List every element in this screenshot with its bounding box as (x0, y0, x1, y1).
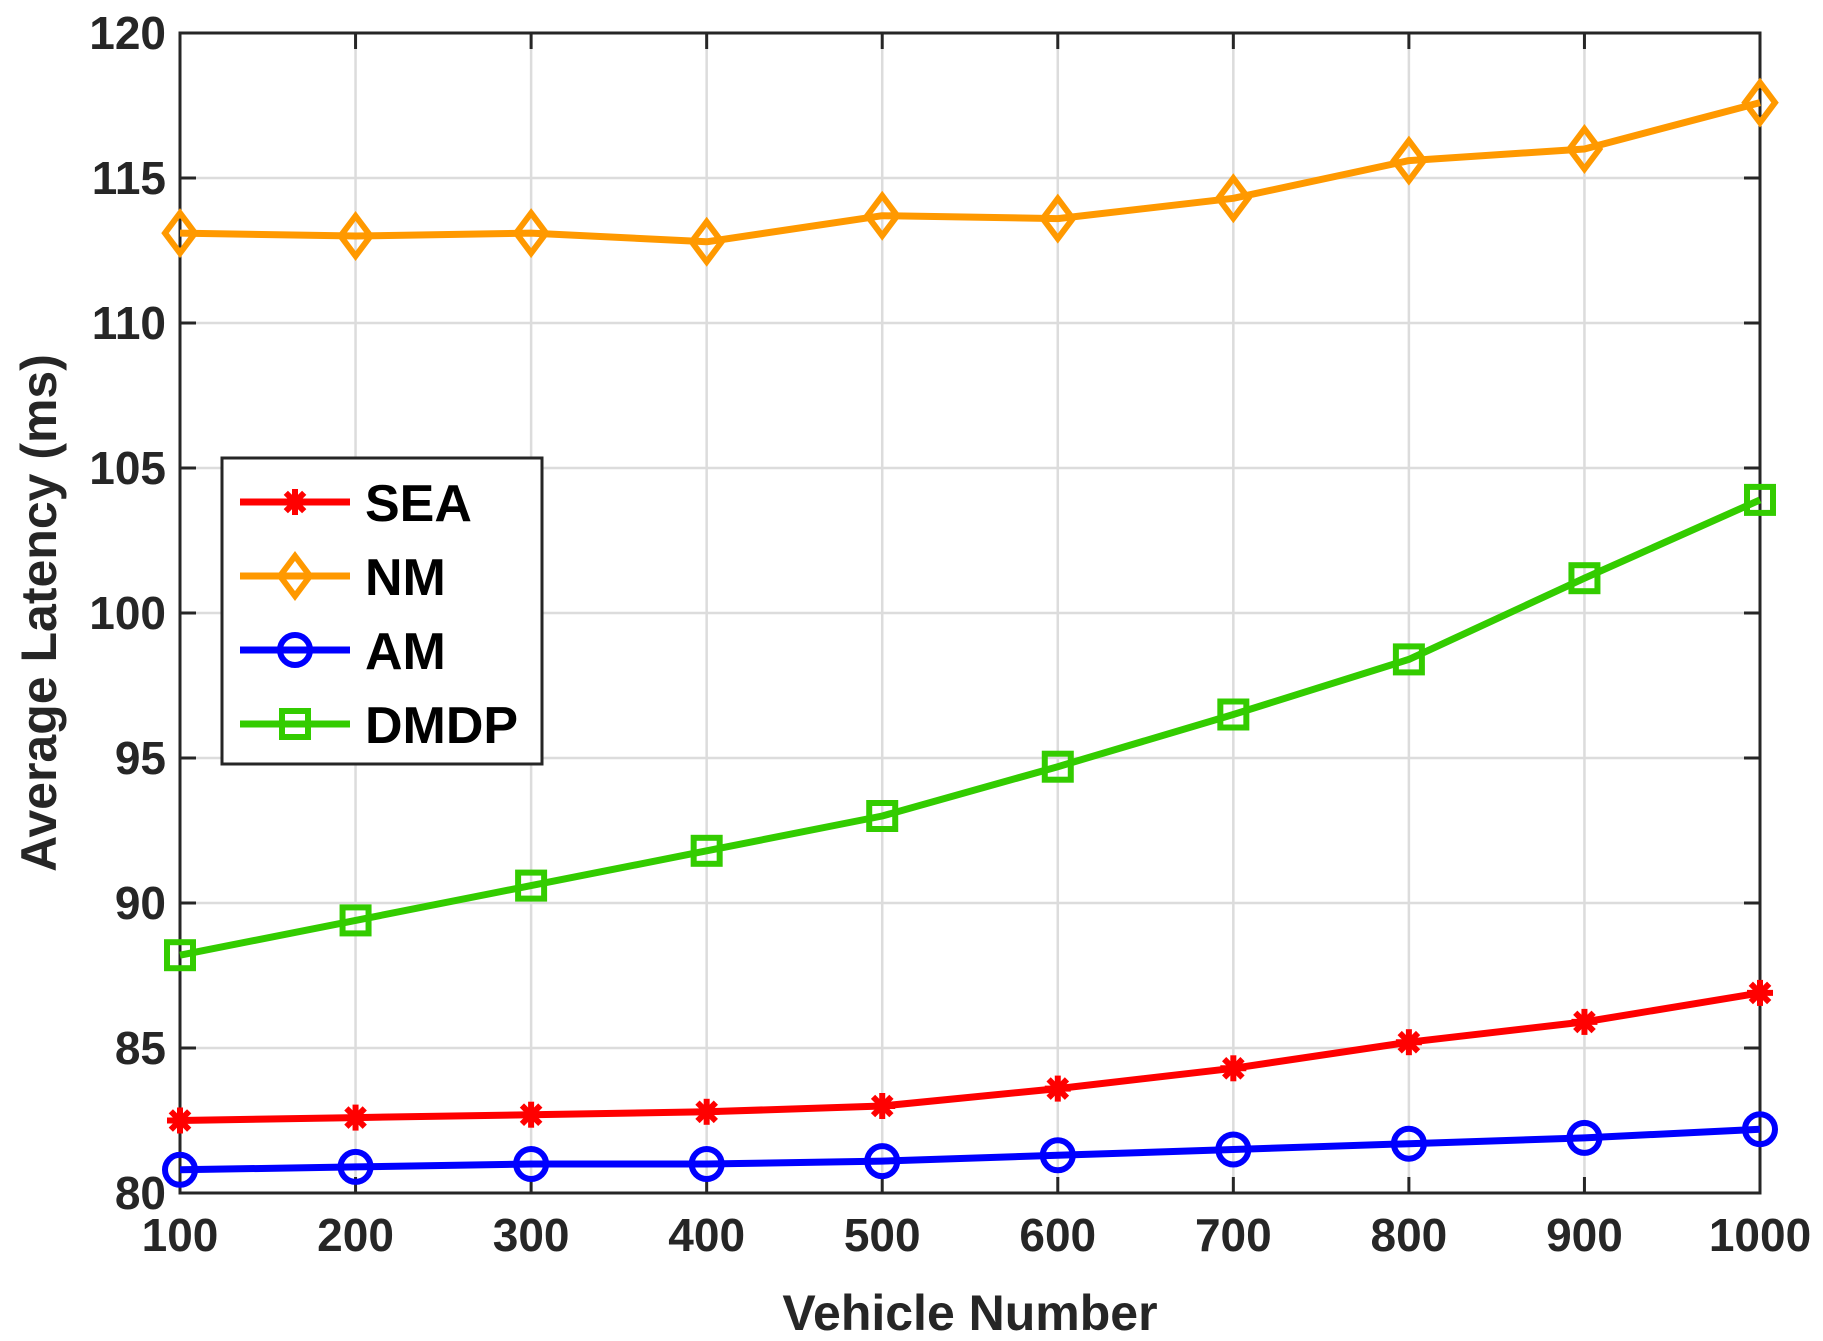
legend-label: AM (365, 623, 446, 681)
x-tick-label: 1000 (1709, 1209, 1811, 1261)
data-point (515, 869, 548, 902)
series-line (179, 99, 1761, 246)
y-tick-label: 120 (89, 7, 166, 59)
y-tick-label: 105 (89, 442, 166, 494)
x-tick-label: 600 (1019, 1209, 1096, 1261)
data-point (162, 1151, 198, 1188)
series-am (162, 1111, 1778, 1188)
legend-marker (276, 551, 314, 601)
data-point (1220, 1055, 1247, 1082)
x-tick-label: 100 (142, 1209, 219, 1261)
data-point (1044, 1075, 1071, 1102)
data-point (690, 834, 723, 867)
legend-label: NM (365, 549, 446, 607)
data-point (342, 1104, 369, 1131)
data-point (513, 1146, 550, 1182)
y-axis-title: Average Latency (ms) (11, 354, 67, 872)
series-line (179, 1125, 1761, 1174)
data-point (1747, 979, 1773, 1006)
data-point (1390, 135, 1428, 186)
data-point (1392, 643, 1425, 676)
x-tick-label: 700 (1195, 1209, 1272, 1261)
legend-label: SEA (365, 475, 472, 533)
data-point (1744, 483, 1776, 516)
data-point (863, 190, 901, 241)
data-point (1215, 1131, 1252, 1168)
legend-items: SEA NM AM DMDP (240, 475, 518, 755)
data-point (1390, 1125, 1427, 1162)
y-tick-labels: 80 85 90 95 100 105 110 115 120 (89, 7, 166, 1219)
legend-marker (277, 632, 313, 668)
data-point (336, 211, 375, 261)
data-point (1039, 1137, 1076, 1174)
x-tick-label: 300 (493, 1209, 570, 1261)
data-point (167, 1107, 193, 1134)
data-point (866, 800, 899, 832)
legend-label: DMDP (365, 697, 518, 755)
legend-item-dmdp: DMDP (240, 697, 518, 755)
data-point (864, 1143, 901, 1180)
legend-marker (279, 708, 311, 740)
x-tick-label: 500 (844, 1209, 921, 1261)
data-point (1041, 750, 1074, 783)
x-tick-label: 200 (317, 1209, 394, 1261)
y-tick-label: 110 (92, 297, 166, 349)
data-point (693, 1098, 720, 1125)
data-point (1217, 698, 1250, 731)
legend-marker (282, 489, 308, 515)
data-point (339, 904, 372, 937)
data-point (1742, 1111, 1778, 1148)
y-tick-label: 80 (115, 1167, 166, 1219)
data-point (687, 216, 726, 267)
data-point (1566, 1119, 1603, 1156)
data-point (1741, 77, 1779, 128)
data-point (1395, 1029, 1422, 1056)
data-point (337, 1148, 374, 1185)
data-point (1565, 124, 1604, 174)
legend-item-sea: SEA (240, 475, 472, 533)
legend-box (220, 456, 544, 766)
data-point (1039, 193, 1077, 244)
data-point (518, 1101, 545, 1128)
y-tick-label: 115 (92, 152, 166, 204)
series-layer (161, 77, 1779, 1188)
series-sea (167, 979, 1773, 1134)
y-tick-label: 90 (115, 877, 166, 929)
x-tick-label: 800 (1371, 1209, 1448, 1261)
data-point (1214, 173, 1253, 224)
legend: SEA NM AM DMDP (220, 456, 544, 766)
y-tick-label: 100 (89, 587, 166, 639)
y-tick-label: 95 (115, 732, 166, 784)
series-dmdp (164, 483, 1776, 972)
legend-item-am: AM (240, 623, 446, 681)
data-point (869, 1093, 896, 1119)
series-nm (161, 77, 1779, 267)
data-point (512, 208, 550, 259)
y-tick-label: 85 (115, 1022, 166, 1074)
x-tick-labels: 100 200 300 400 500 600 700 800 900 1000 (142, 1209, 1812, 1261)
x-axis-title: Vehicle Number (782, 1285, 1157, 1341)
series-line (179, 496, 1762, 959)
series-line (179, 989, 1761, 1124)
data-point (1571, 1008, 1598, 1035)
x-tick-label: 900 (1546, 1209, 1623, 1261)
data-point (161, 208, 199, 259)
data-point (1568, 562, 1601, 595)
data-point (688, 1146, 725, 1182)
axis-ticks (178, 31, 1762, 1195)
legend-item-nm: NM (240, 549, 446, 607)
data-point (164, 939, 196, 972)
x-tick-label: 400 (668, 1209, 745, 1261)
